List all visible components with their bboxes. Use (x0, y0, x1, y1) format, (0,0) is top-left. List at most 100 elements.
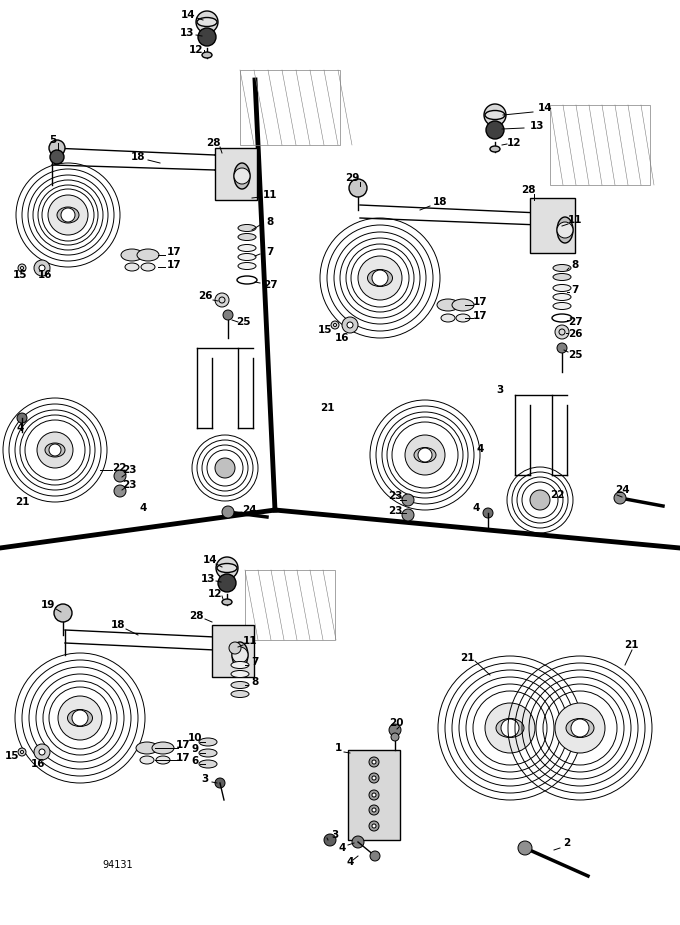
Circle shape (18, 264, 26, 272)
Ellipse shape (232, 642, 248, 668)
Text: 4: 4 (346, 857, 354, 867)
Text: 16: 16 (335, 333, 350, 343)
Text: 7: 7 (571, 285, 579, 295)
Circle shape (342, 317, 358, 333)
Circle shape (372, 760, 376, 764)
Circle shape (485, 703, 535, 753)
Ellipse shape (452, 299, 474, 311)
Text: 4: 4 (339, 843, 345, 853)
Ellipse shape (238, 253, 256, 261)
Text: 24: 24 (615, 485, 629, 495)
Circle shape (17, 413, 27, 423)
Text: 14: 14 (538, 103, 552, 113)
Ellipse shape (202, 52, 212, 58)
Circle shape (20, 750, 24, 754)
Circle shape (369, 821, 379, 831)
Text: 13: 13 (201, 574, 216, 584)
Circle shape (218, 574, 236, 592)
Text: 4: 4 (139, 503, 147, 513)
Text: 14: 14 (203, 555, 218, 565)
Ellipse shape (45, 443, 65, 457)
Circle shape (331, 321, 339, 329)
Text: 4: 4 (473, 503, 479, 513)
Circle shape (222, 506, 234, 518)
Text: 28: 28 (206, 138, 220, 148)
Text: 23: 23 (122, 465, 136, 475)
Ellipse shape (238, 233, 256, 240)
Bar (215, 148, 257, 200)
Bar (530, 198, 575, 253)
Text: 29: 29 (345, 173, 359, 183)
Text: 18: 18 (432, 197, 447, 207)
Circle shape (349, 179, 367, 197)
Text: 3: 3 (201, 774, 209, 784)
Circle shape (49, 444, 61, 456)
Text: 25: 25 (568, 350, 582, 360)
Text: 21: 21 (320, 403, 335, 413)
Text: 16: 16 (38, 270, 52, 280)
Text: 2: 2 (563, 838, 571, 848)
Circle shape (50, 150, 64, 164)
Circle shape (58, 696, 102, 740)
Circle shape (402, 509, 414, 521)
Ellipse shape (140, 756, 154, 764)
Ellipse shape (141, 263, 155, 271)
Text: 28: 28 (521, 185, 535, 195)
Ellipse shape (199, 749, 217, 757)
Circle shape (39, 265, 45, 271)
Text: 1: 1 (335, 743, 341, 753)
Bar (550, 105, 650, 185)
Circle shape (402, 494, 414, 506)
Circle shape (369, 773, 379, 783)
Ellipse shape (238, 244, 256, 252)
Text: 8: 8 (267, 217, 273, 227)
Circle shape (229, 642, 241, 654)
Circle shape (557, 343, 567, 353)
Ellipse shape (553, 274, 571, 280)
Ellipse shape (238, 225, 256, 231)
Text: 8: 8 (252, 677, 258, 687)
Circle shape (234, 168, 250, 184)
Circle shape (389, 724, 401, 736)
Text: 23: 23 (122, 480, 136, 490)
Text: 17: 17 (473, 311, 488, 321)
Ellipse shape (367, 269, 392, 287)
Ellipse shape (566, 719, 594, 737)
Text: 21: 21 (15, 497, 29, 507)
Circle shape (501, 719, 519, 737)
Circle shape (61, 208, 75, 222)
Circle shape (18, 748, 26, 756)
Circle shape (72, 710, 88, 726)
Circle shape (372, 270, 388, 286)
Ellipse shape (125, 263, 139, 271)
Text: 94131: 94131 (103, 860, 133, 870)
Circle shape (369, 790, 379, 800)
Ellipse shape (137, 249, 159, 261)
Bar (348, 750, 400, 840)
Ellipse shape (217, 563, 237, 573)
Circle shape (215, 293, 229, 307)
Text: 3: 3 (496, 385, 504, 395)
Circle shape (216, 557, 238, 579)
Text: 4: 4 (476, 444, 483, 454)
Text: 11: 11 (243, 636, 257, 646)
Text: 13: 13 (530, 121, 544, 131)
Text: 15: 15 (318, 325, 333, 335)
Text: 20: 20 (389, 718, 403, 728)
Circle shape (557, 222, 573, 238)
Text: 17: 17 (175, 740, 190, 750)
Circle shape (114, 470, 126, 482)
Text: 10: 10 (188, 733, 202, 743)
Text: 17: 17 (167, 260, 182, 270)
Text: 11: 11 (568, 215, 582, 225)
Circle shape (198, 28, 216, 46)
Text: 22: 22 (112, 463, 126, 473)
Circle shape (324, 834, 336, 846)
Circle shape (333, 324, 337, 327)
Text: 7: 7 (252, 657, 258, 667)
Ellipse shape (199, 738, 217, 746)
Ellipse shape (557, 217, 573, 243)
Ellipse shape (553, 293, 571, 301)
Circle shape (39, 749, 45, 755)
Text: 17: 17 (175, 753, 190, 763)
